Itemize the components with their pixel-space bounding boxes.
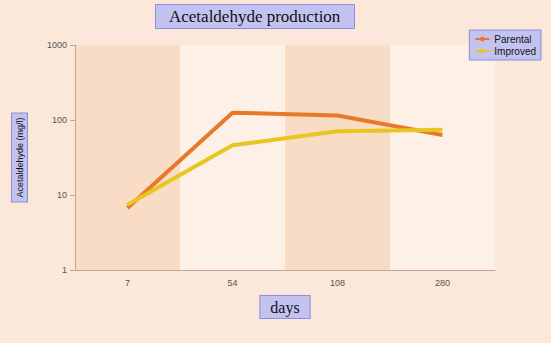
svg-text:280: 280 bbox=[435, 278, 450, 288]
svg-text:Parental: Parental bbox=[494, 34, 531, 45]
svg-text:Improved: Improved bbox=[494, 46, 536, 57]
svg-text:Acetaldehyde (mg/l): Acetaldehyde (mg/l) bbox=[15, 117, 25, 197]
svg-text:10: 10 bbox=[57, 190, 67, 200]
svg-text:days: days bbox=[270, 299, 299, 317]
svg-text:7: 7 bbox=[125, 278, 130, 288]
svg-text:54: 54 bbox=[227, 278, 237, 288]
svg-text:1: 1 bbox=[62, 265, 67, 275]
svg-text:Acetaldehyde production: Acetaldehyde production bbox=[169, 7, 341, 26]
svg-text:100: 100 bbox=[52, 115, 67, 125]
svg-text:1000: 1000 bbox=[47, 40, 67, 50]
svg-text:108: 108 bbox=[330, 278, 345, 288]
